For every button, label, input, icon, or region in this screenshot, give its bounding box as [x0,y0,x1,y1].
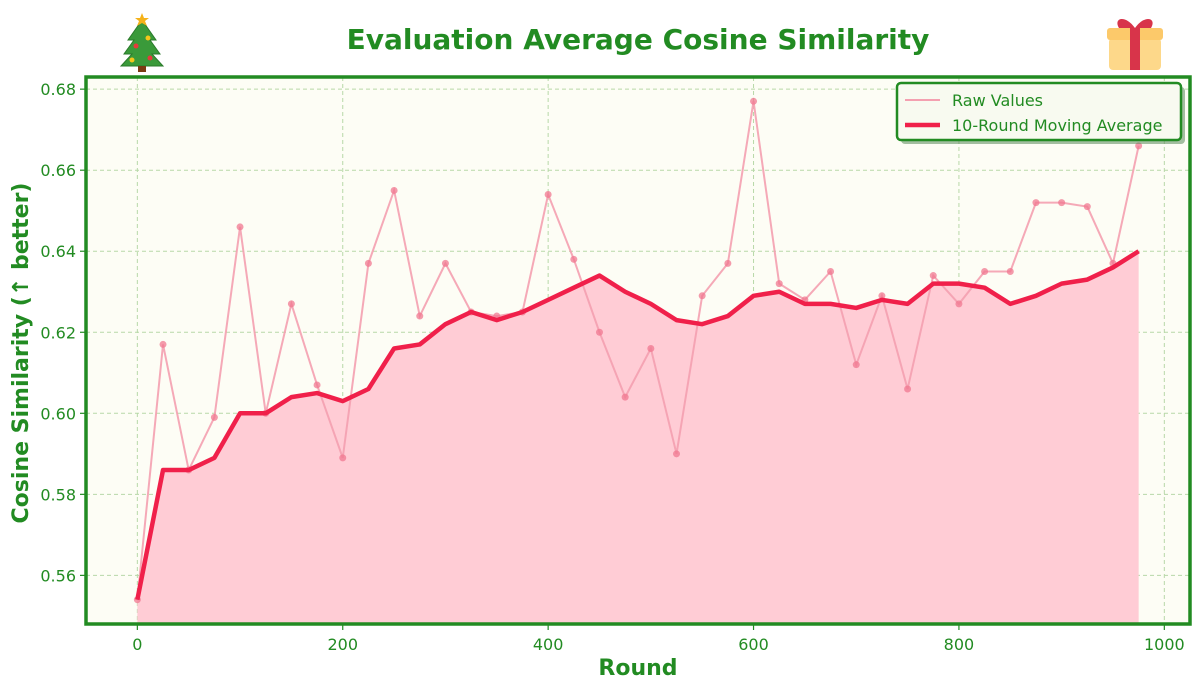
christmas-tree-icon [119,13,165,72]
moving-average-fill [137,251,1139,625]
x-tick-label: 800 [944,635,975,654]
x-tick-label: 200 [327,635,358,654]
raw-value-point [210,413,218,421]
legend: Raw Values 10-Round Moving Average [895,81,1185,144]
raw-value-point [1058,199,1066,207]
y-axis-ticks: 0.56 0.58 0.60 0.62 0.64 0.66 0.68 [40,80,86,585]
raw-value-point [236,223,244,231]
raw-value-point [724,259,732,267]
x-tick-label: 400 [533,635,564,654]
y-tick-label: 0.68 [40,80,76,99]
y-tick-label: 0.58 [40,485,76,504]
raw-value-point [364,259,372,267]
raw-value-point [339,454,347,462]
chart-title: Evaluation Average Cosine Similarity [347,23,930,56]
raw-value-point [1006,267,1014,275]
moving-average-series [135,249,1140,601]
x-tick-label: 1000 [1144,635,1185,654]
x-axis-label: Round [598,656,677,681]
raw-value-point [750,97,758,105]
moving-average-line [135,249,1140,601]
gift-icon [1107,18,1163,70]
raw-value-point [544,191,552,199]
x-tick-label: 600 [738,635,769,654]
y-tick-label: 0.66 [40,161,76,180]
y-tick-label: 0.56 [40,566,76,585]
raw-value-point [441,259,449,267]
raw-value-point [416,312,424,320]
raw-value-point [904,385,912,393]
y-tick-label: 0.60 [40,404,76,423]
y-tick-label: 0.64 [40,242,76,261]
y-axis-label: Cosine Similarity (↑ better) [9,183,34,524]
raw-value-point [1083,203,1091,211]
raw-value-point [313,381,321,389]
plot-frame [84,75,1192,626]
raw-value-point [775,280,783,288]
raw-value-point [390,186,398,194]
raw-value-point [595,328,603,336]
raw-value-point [159,340,167,348]
raw-value-point [955,300,963,308]
raw-value-point [827,267,835,275]
y-tick-label: 0.62 [40,323,76,342]
raw-value-point [570,255,578,263]
raw-value-point [647,344,655,352]
raw-value-point [287,300,295,308]
x-axis-ticks: 0 200 400 600 800 1000 [132,624,1185,654]
raw-value-point [673,450,681,458]
raw-value-point [1135,142,1143,150]
raw-value-point [1032,199,1040,207]
raw-value-point [621,393,629,401]
legend-label-moving-average: 10-Round Moving Average [952,116,1162,135]
raw-value-point [929,272,937,280]
raw-value-point [981,267,989,275]
legend-box [895,81,1183,142]
legend-label-raw-values: Raw Values [952,91,1043,110]
raw-value-point [698,292,706,300]
raw-value-point [852,361,860,369]
raw-value-point [878,292,886,300]
x-tick-label: 0 [132,635,142,654]
